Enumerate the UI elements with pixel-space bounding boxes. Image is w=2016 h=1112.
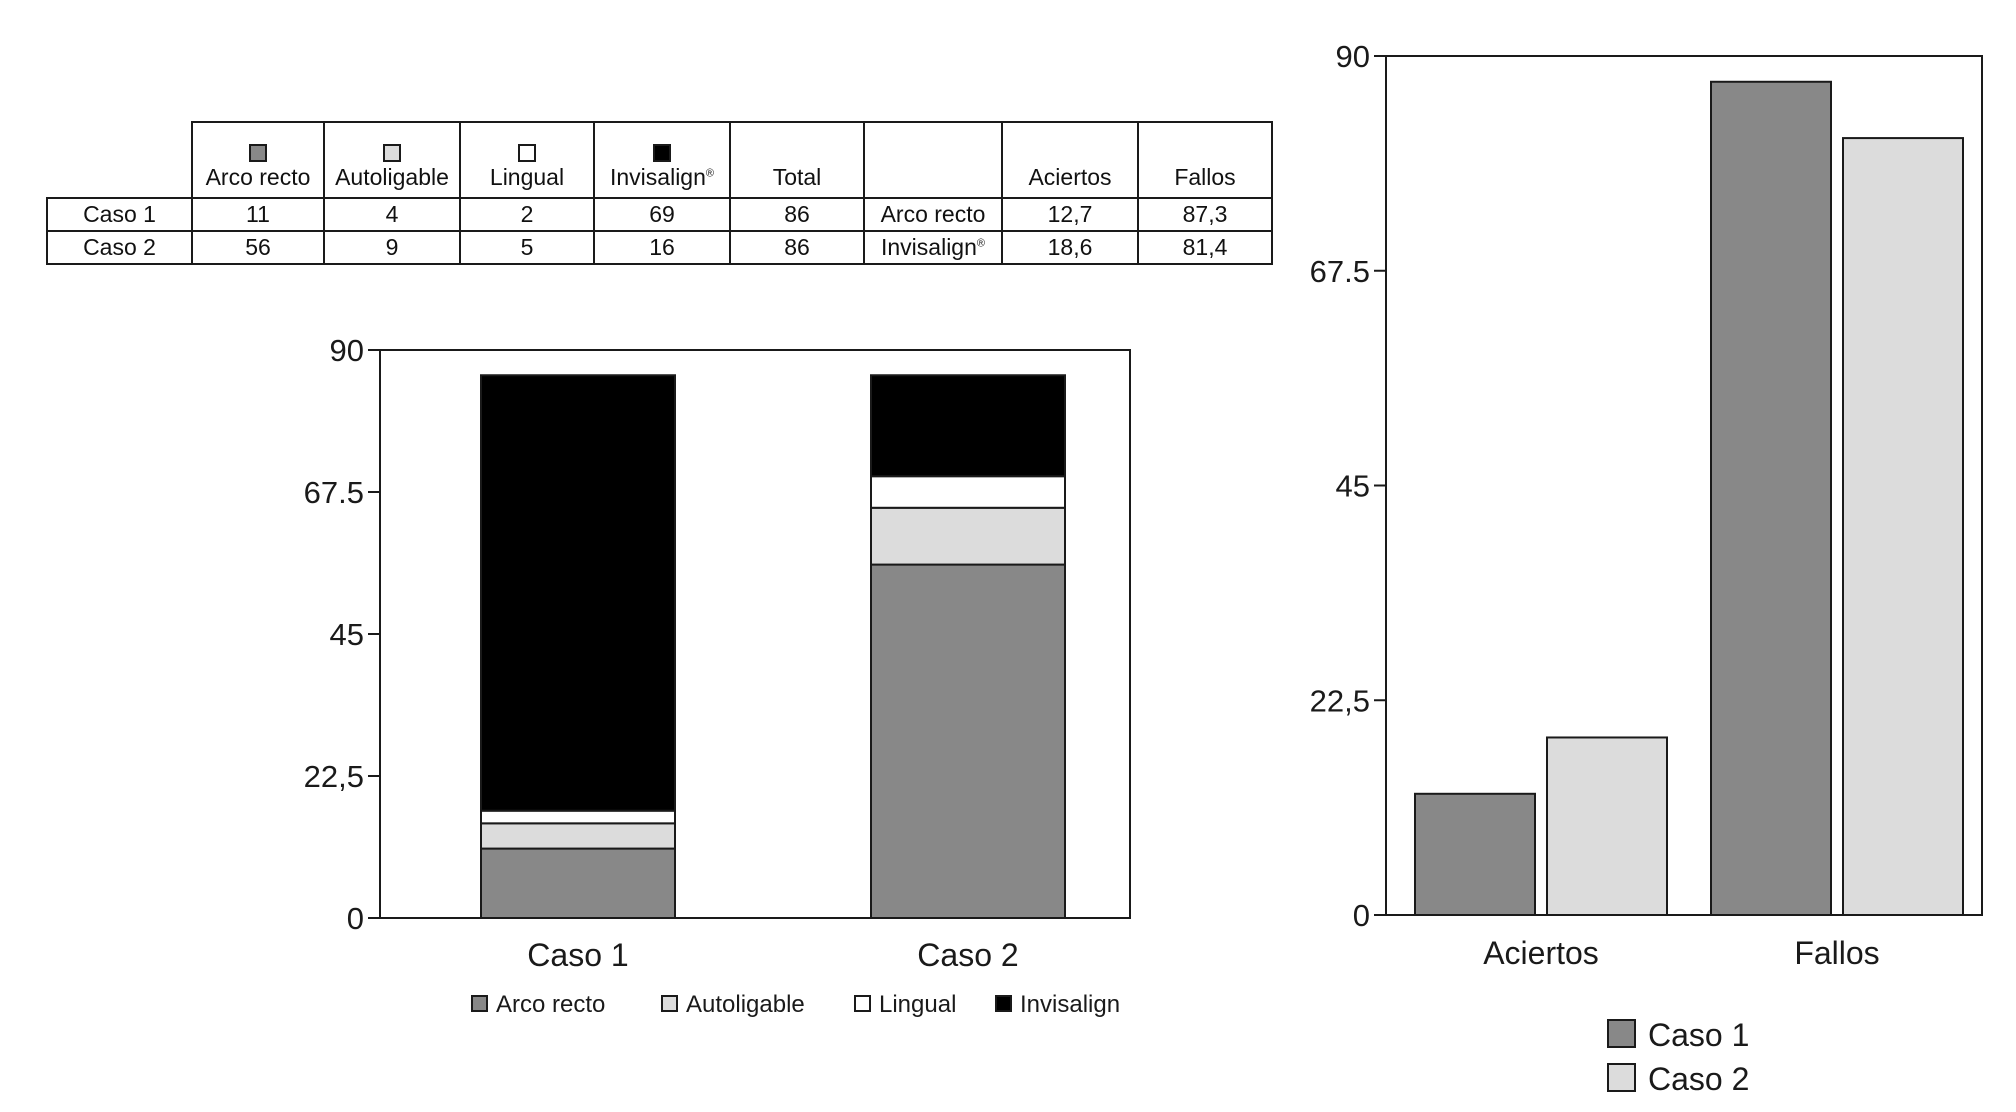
legend-swatch [1607, 1019, 1636, 1048]
y-tick-label: 22,5 [1310, 683, 1370, 718]
y-tick-label: 90 [1336, 39, 1370, 74]
header-arco-recto: Arco recto [191, 121, 325, 199]
cell-fallos: 87,3 [1137, 197, 1273, 232]
legend-swatch [1607, 1063, 1636, 1092]
y-tick-label: 0 [1353, 898, 1370, 933]
header-label: Autoligable [335, 164, 449, 190]
header-label: Arco recto [205, 164, 311, 190]
bar-segment [480, 822, 676, 850]
header-method [863, 121, 1003, 199]
table-corner-cell [47, 122, 193, 199]
table-header-row: Arco recto Autoligable Lingual Invisalig… [47, 121, 1273, 199]
row-label: Caso 1 [46, 197, 193, 232]
row-label: Caso 2 [46, 230, 193, 265]
cell-arco-recto: 56 [191, 230, 325, 265]
results-table: Arco recto Autoligable Lingual Invisalig… [46, 121, 1273, 265]
legend-label: Lingual [879, 991, 956, 1018]
invisalign-swatch-icon [653, 144, 671, 162]
header-label: Total [772, 164, 822, 190]
legend-label: Invisalign [1020, 991, 1120, 1018]
stacked-bar-chart: 0 22,5 45 67.5 90 Caso 1 Caso 2 Arco recto Autol… [304, 333, 1131, 1018]
bar-segment [480, 809, 676, 825]
legend-label: Autoligable [686, 991, 805, 1018]
autoligable-swatch-icon [383, 144, 401, 162]
registered-mark: ® [976, 237, 985, 250]
cell-aciertos: 18,6 [1001, 230, 1139, 265]
bar-segment [870, 374, 1066, 478]
bar [1546, 736, 1668, 916]
header-lingual: Lingual [459, 121, 595, 199]
cell-method: Arco recto [863, 197, 1003, 232]
cell-fallos: 81,4 [1137, 230, 1273, 265]
bar-segment [480, 847, 676, 919]
cell-autoligable: 4 [323, 197, 461, 232]
registered-mark: ® [705, 167, 714, 180]
header-invisalign: Invisalign® [593, 121, 731, 199]
header-autoligable: Autoligable [323, 121, 461, 199]
cell-method: Invisalign® [863, 230, 1003, 265]
cell-arco-recto: 11 [191, 197, 325, 232]
cell-invisalign: 16 [593, 230, 731, 265]
table-row: Caso 2 56 9 5 16 86 Invisalign® 18,6 81,… [46, 230, 1273, 265]
legend-swatch [995, 995, 1012, 1012]
method-label: Invisalign [881, 234, 977, 260]
header-total: Total [729, 121, 865, 199]
x-category-label: Aciertos [1483, 935, 1599, 971]
bar-segment [870, 506, 1066, 566]
bar-segment [870, 563, 1066, 919]
legend-label: Caso 2 [1648, 1061, 1749, 1097]
y-tick-label: 67.5 [1310, 254, 1370, 289]
y-tick-label: 45 [1336, 469, 1370, 504]
header-label: Lingual [489, 164, 565, 190]
x-category-label: Caso 2 [917, 937, 1018, 973]
cell-total: 86 [729, 230, 865, 265]
arco-recto-swatch-icon [249, 144, 267, 162]
x-category-label: Fallos [1794, 935, 1879, 971]
cell-lingual: 2 [459, 197, 595, 232]
y-tick-label: 45 [330, 617, 364, 652]
header-label: Invisalign [610, 164, 706, 190]
bar [1414, 792, 1536, 917]
bar [1710, 80, 1832, 916]
cell-invisalign: 69 [593, 197, 731, 232]
x-category-label: Caso 1 [527, 937, 628, 973]
method-label: Arco recto [880, 201, 986, 227]
y-tick-label: 22,5 [304, 759, 364, 794]
legend-label: Caso 1 [1648, 1017, 1749, 1053]
cell-aciertos: 12,7 [1001, 197, 1139, 232]
cell-autoligable: 9 [323, 230, 461, 265]
header-label: Fallos [1174, 164, 1236, 190]
cell-lingual: 5 [459, 230, 595, 265]
cell-total: 86 [729, 197, 865, 232]
grouped-bar-chart: 0 22,5 45 67.5 90 Aciertos Fallos Caso 1 Caso 2 [1310, 39, 1983, 1097]
bar-segment [870, 475, 1066, 509]
table-row: Caso 1 11 4 2 69 86 Arco recto 12,7 87,3 [46, 197, 1273, 232]
lingual-swatch-icon [518, 144, 536, 162]
legend-label: Arco recto [496, 991, 605, 1018]
legend-swatch [854, 995, 871, 1012]
y-tick-label: 90 [330, 333, 364, 368]
legend-swatch [661, 995, 678, 1012]
header-fallos: Fallos [1137, 121, 1273, 199]
y-tick-label: 0 [347, 901, 364, 936]
bar [1842, 137, 1964, 917]
header-label: Aciertos [1028, 164, 1112, 190]
y-tick-label: 67.5 [304, 475, 364, 510]
header-aciertos: Aciertos [1001, 121, 1139, 199]
bar-segment [480, 374, 676, 812]
legend-swatch [471, 995, 488, 1012]
